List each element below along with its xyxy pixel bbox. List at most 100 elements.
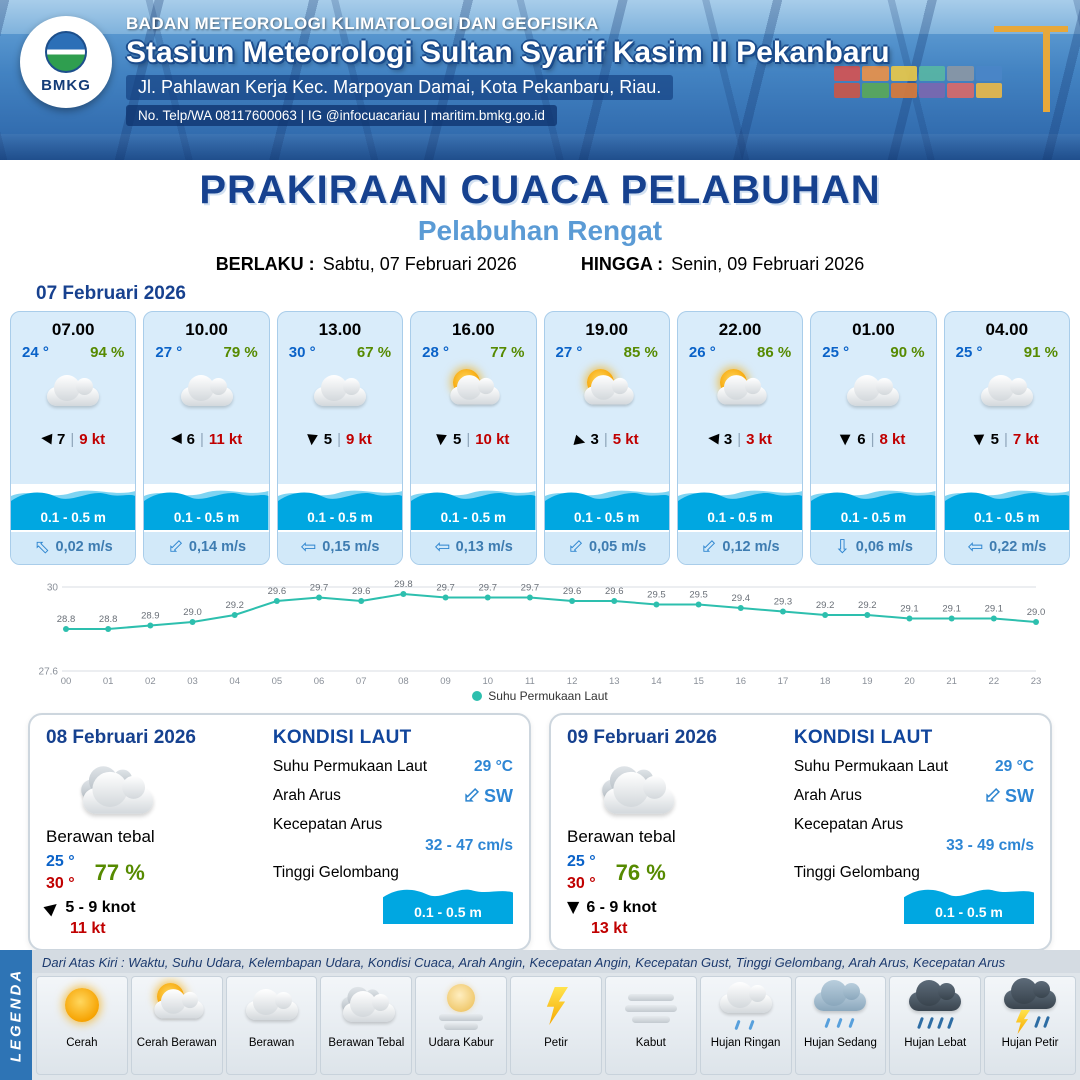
wind-row: ▶ 3 | 3 kt	[684, 431, 796, 448]
wave-height: 0.1 - 0.5 m	[307, 510, 373, 525]
legend-weather-icon	[416, 980, 506, 1036]
current-row: ⇨ 0,15 m/s	[277, 530, 403, 564]
wind-direction-icon: ▶	[304, 433, 322, 446]
svg-text:29.3: 29.3	[774, 597, 793, 608]
wind-gust: 7 kt	[1012, 431, 1039, 448]
legend-item: Hujan Lebat	[889, 976, 982, 1075]
wind-row: ▶ 3 | 5 kt	[551, 430, 663, 449]
wave-height-band: 0.1 - 0.5 m	[144, 484, 269, 530]
svg-text:29.0: 29.0	[1027, 607, 1046, 618]
svg-text:20: 20	[904, 676, 915, 687]
current-row: ⇨ 0,06 m/s	[811, 530, 936, 564]
legend-main: Dari Atas Kiri : Waktu, Suhu Udara, Kele…	[32, 950, 1080, 1080]
humidity: 79 %	[223, 344, 258, 361]
wind-separator: |	[603, 431, 608, 448]
legend-item: Hujan Sedang	[794, 976, 887, 1075]
weather-icon	[817, 366, 929, 428]
forecast-time: 10.00	[185, 320, 228, 339]
current-speed: 0,15 m/s	[322, 538, 380, 555]
svg-text:29.8: 29.8	[394, 579, 413, 590]
daily-wind-row: ▶ 5 - 9 knot	[42, 897, 261, 918]
current-row: ⇨ 0,02 m/s	[11, 530, 136, 564]
station-contact[interactable]: No. Telp/WA 08117600063 | IG @infocuacar…	[126, 105, 557, 126]
daily-weather-icon	[554, 757, 716, 846]
svg-text:02: 02	[145, 676, 156, 687]
svg-text:29.4: 29.4	[732, 593, 751, 604]
sst-value: 29 °C	[474, 758, 513, 775]
wave-height-band: 0.1 - 0.5 m	[11, 484, 136, 530]
sst-legend-label: Suhu Permukaan Laut	[488, 689, 608, 703]
legend-item: Cerah Berawan	[130, 976, 223, 1075]
legend-item-label: Kabut	[635, 1037, 666, 1049]
weather-icon	[417, 366, 529, 428]
org-name: BADAN METEOROLOGI KLIMATOLOGI DAN GEOFIS…	[126, 14, 599, 33]
humidity: 77 %	[490, 344, 525, 361]
svg-text:29.6: 29.6	[268, 586, 287, 597]
page-title: PRAKIRAAN CUACA PELABUHAN	[199, 168, 881, 212]
berlaku-label: BERLAKU :	[215, 254, 315, 274]
chart-legend: Suhu Permukaan Laut	[26, 687, 1054, 705]
forecast-card: 13.00 30 ° 67 % ▶ 5 | 9 kt 0.1 - 0.5 m ⇨…	[276, 311, 404, 565]
wave-height: 0.1 - 0.5 m	[974, 510, 1040, 525]
wind-speed: 5	[323, 431, 333, 448]
forecast-card: 07.00 24 ° 94 % ▶ 7 | 9 kt 0.1 - 0.5 m ⇨…	[10, 311, 137, 565]
daily-temp-min: 25 °	[567, 853, 596, 870]
svg-text:18: 18	[820, 676, 831, 687]
legend-item: Berawan Tebal	[320, 976, 413, 1075]
wind-row: ▶ 5 | 10 kt	[417, 431, 529, 448]
svg-text:15: 15	[693, 676, 704, 687]
wind-direction-icon: ▶	[572, 430, 588, 449]
current-direction-icon: ⇨	[28, 533, 55, 560]
svg-text:17: 17	[778, 676, 789, 687]
daily-wind-range: 5 - 9 knot	[65, 899, 136, 917]
legend-item: Kabut	[604, 976, 697, 1075]
sst-value: 29 °C	[995, 758, 1034, 775]
current-direction-icon: ⇨	[300, 536, 317, 557]
wave-height: 0.1 - 0.5 m	[707, 510, 773, 525]
weather-icon	[17, 366, 129, 428]
wave-height-band: 0.1 - 0.5 m	[544, 484, 669, 530]
wind-row: ▶ 5 | 9 kt	[284, 431, 396, 448]
svg-text:05: 05	[272, 676, 283, 687]
current-row: ⇨ 0,12 m/s	[677, 530, 803, 564]
daily-wind-gust: 11 kt	[70, 920, 106, 938]
wave-height-band: 0.1 - 0.5 m	[277, 484, 403, 530]
wind-gust: 3 kt	[746, 431, 772, 448]
daily-weather-summary: 08 Februari 2026 Berawan tebal 25 ° 30 °…	[42, 727, 261, 938]
legend-items: Cerah Cerah Berawan Berawan Berawan Teba…	[32, 973, 1080, 1080]
wave-height: 0.1 - 0.5 m	[440, 510, 506, 525]
temperature: 24 °	[22, 344, 49, 361]
legend-weather-icon	[890, 980, 980, 1036]
wind-speed: 5	[452, 431, 462, 448]
wave-height-label: Tinggi Gelombang	[793, 864, 920, 881]
humidity: 86 %	[757, 344, 792, 361]
svg-text:28.8: 28.8	[99, 614, 118, 625]
current-direction-icon: ⇨	[695, 533, 722, 560]
wave-height: 0.1 - 0.5 m	[574, 510, 640, 525]
daily-forecast-row: 08 Februari 2026 Berawan tebal 25 ° 30 °…	[0, 705, 1080, 951]
wind-separator: |	[337, 431, 342, 448]
svg-text:08: 08	[398, 676, 409, 687]
title-block: PRAKIRAAN CUACA PELABUHAN Pelabuhan Reng…	[0, 160, 1080, 275]
svg-text:28.8: 28.8	[57, 614, 76, 625]
legend-item: Petir	[510, 976, 602, 1075]
station-address: Jl. Pahlawan Kerja Kec. Marpoyan Damai, …	[126, 75, 674, 100]
wind-separator: |	[70, 431, 75, 448]
wind-direction-icon: ▶	[972, 433, 989, 446]
wind-gust: 10 kt	[475, 431, 510, 448]
wind-speed: 5	[990, 431, 999, 448]
temperature: 27 °	[555, 344, 583, 361]
wind-direction-icon: ▶	[170, 431, 182, 448]
daily-humidity: 76 %	[615, 859, 666, 885]
svg-text:29.7: 29.7	[310, 583, 329, 594]
svg-text:21: 21	[946, 676, 957, 687]
current-speed-label: Kecepatan Arus	[272, 816, 383, 833]
container-stack-illustration	[834, 66, 1002, 98]
crane-arm-illustration	[994, 26, 1068, 32]
svg-text:10: 10	[482, 676, 493, 687]
current-speed: 0,12 m/s	[722, 538, 780, 555]
svg-text:13: 13	[609, 676, 620, 687]
legend-side-strip: LEGENDA	[0, 950, 32, 1080]
humidity: 85 %	[623, 344, 658, 361]
water-illustration	[0, 0, 1080, 34]
